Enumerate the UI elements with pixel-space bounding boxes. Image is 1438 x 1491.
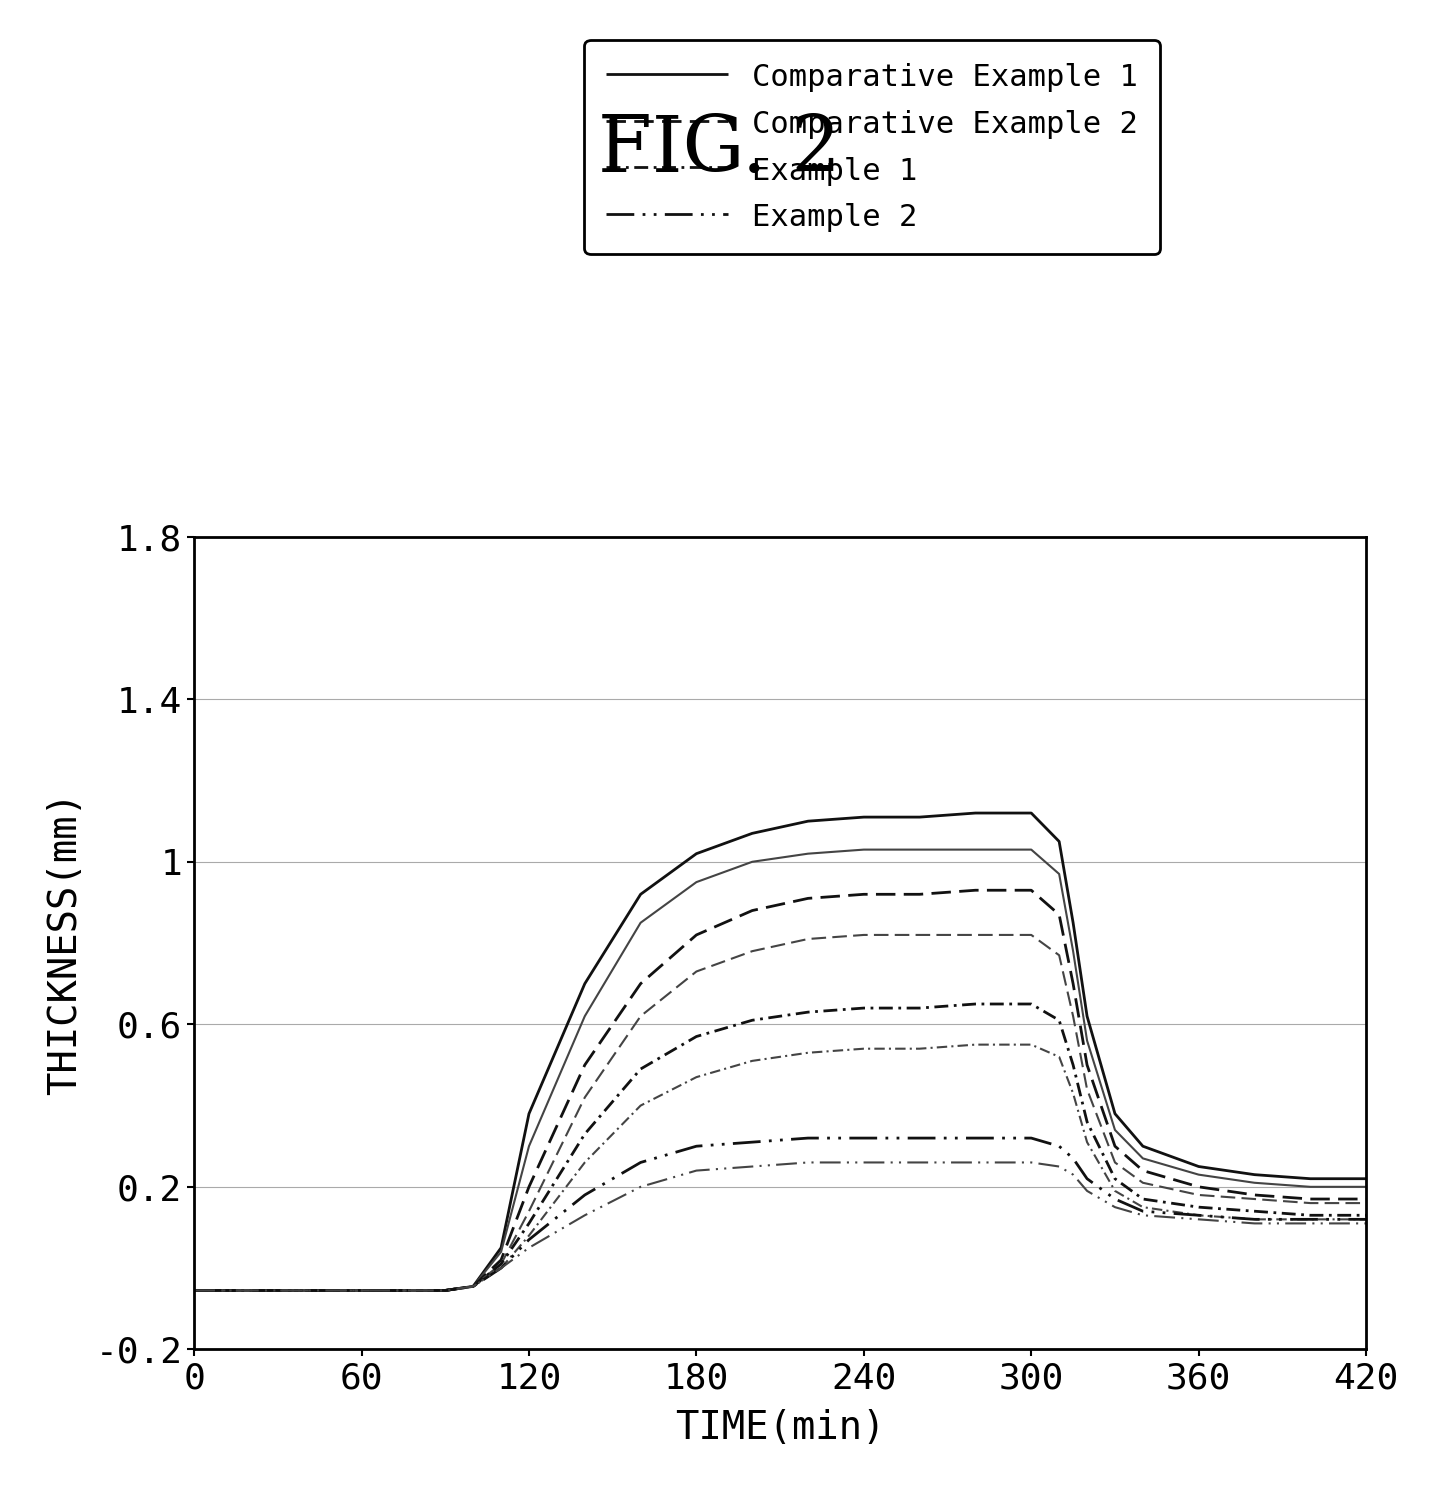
Legend: Comparative Example 1, Comparative Example 2, Example 1, Example 2: Comparative Example 1, Comparative Examp… [584,40,1160,253]
X-axis label: TIME(min): TIME(min) [674,1409,886,1448]
Y-axis label: THICKNESS(mm): THICKNESS(mm) [46,792,85,1094]
Text: FIG. 2: FIG. 2 [598,112,840,188]
